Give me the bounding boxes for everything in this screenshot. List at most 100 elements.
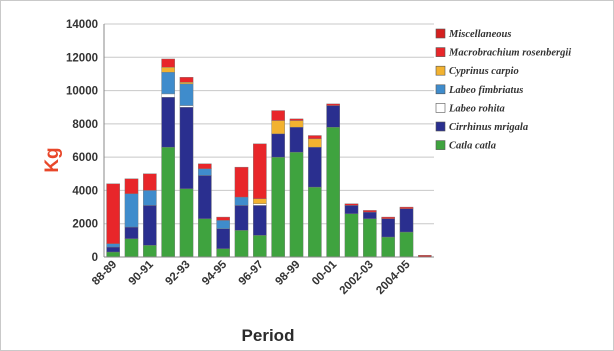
bar-segment-cirrhinus-mrigala bbox=[161, 97, 175, 148]
bar-segment-labeo-rohita bbox=[253, 203, 267, 206]
bar-segment-catla-catla bbox=[161, 146, 175, 258]
axes bbox=[103, 24, 434, 258]
bar-segment-macrobrachium-rosenbergii bbox=[179, 77, 194, 83]
legend-swatch bbox=[435, 47, 446, 57]
bar-segment-labeo-fimbriatus bbox=[234, 196, 249, 206]
bar-segment-macrobrachium-rosenbergii bbox=[344, 203, 359, 206]
bar-segment-catla-catla bbox=[198, 218, 212, 258]
bar-segment-macrobrachium-rosenbergii bbox=[161, 58, 175, 68]
x-tick-label: 00-01 bbox=[310, 258, 340, 288]
y-tick-label: 6000 bbox=[72, 152, 98, 164]
y-tick-label: 10000 bbox=[66, 86, 98, 98]
x-tick-label: 2002-03 bbox=[338, 259, 376, 297]
bar-segment-cirrhinus-mrigala bbox=[234, 205, 249, 231]
legend-label: Labeo rohita bbox=[448, 103, 505, 114]
bar-segment-labeo-fimbriatus bbox=[216, 220, 230, 229]
bar-segment-catla-catla bbox=[143, 245, 157, 258]
bar-segment-macrobrachium-rosenbergii bbox=[363, 210, 377, 213]
x-tick-labels: 88-89 90-91 92-93 94-95 96-97 98-99 00-012002-… bbox=[90, 258, 413, 297]
bar-segment-cirrhinus-mrigala bbox=[106, 246, 120, 253]
x-tick-label: 94-95 bbox=[200, 258, 230, 288]
y-tick-label: 14000 bbox=[66, 19, 98, 31]
bar-segment-catla-catla bbox=[234, 230, 249, 258]
bar-segment-catla-catla bbox=[124, 238, 139, 258]
bar-segment-cirrhinus-mrigala bbox=[179, 107, 194, 189]
grid-lines bbox=[104, 23, 434, 225]
bar-segment-labeo-rohita bbox=[161, 93, 175, 98]
bar-segment-macrobrachium-rosenbergii bbox=[234, 166, 249, 198]
bar-segment-labeo-fimbriatus bbox=[124, 193, 139, 228]
bar-segment-macrobrachium-rosenbergii bbox=[216, 216, 230, 221]
bar-segment-cyprinus-carpio bbox=[289, 120, 304, 128]
y-tick-labels: 0 2000 4000 6000 8000 10000 12000 14000 bbox=[66, 19, 98, 264]
bar-stacks bbox=[106, 58, 432, 258]
bar-segment-macrobrachium-rosenbergii bbox=[326, 103, 340, 106]
legend-label: Cyprinus carpio bbox=[449, 66, 519, 77]
x-tick-label: 2004-05 bbox=[374, 258, 413, 297]
y-tick-label: 4000 bbox=[72, 185, 98, 197]
bar-segment-catla-catla bbox=[216, 248, 230, 258]
bar-segment-macrobrachium-rosenbergii bbox=[289, 118, 304, 121]
bar-segment-cyprinus-carpio bbox=[308, 138, 322, 148]
legend-label: Miscellaneous bbox=[448, 29, 511, 40]
x-tick-label: 90-91 bbox=[127, 258, 157, 288]
bar-segment-cyprinus-carpio bbox=[253, 198, 267, 204]
bar-segment-catla-catla bbox=[253, 235, 267, 258]
bar-segment-macrobrachium-rosenbergii bbox=[143, 173, 157, 191]
bar-segment-cyprinus-carpio bbox=[179, 82, 194, 85]
bar-segment-macrobrachium-rosenbergii bbox=[124, 178, 139, 194]
bar-segment-catla-catla bbox=[179, 188, 194, 258]
bar-segment-labeo-rohita bbox=[179, 105, 194, 108]
x-tick-label: 92-93 bbox=[163, 259, 192, 288]
bar-segment-catla-catla bbox=[344, 213, 359, 258]
y-tick-label: 0 bbox=[92, 252, 98, 264]
bar-segment-macrobrachium-rosenbergii bbox=[381, 216, 395, 219]
bar-segment-cirrhinus-mrigala bbox=[253, 205, 267, 236]
bar-segment-macrobrachium-rosenbergii bbox=[198, 163, 212, 169]
bar-segment-catla-catla bbox=[106, 251, 120, 258]
y-tick-label: 8000 bbox=[72, 119, 98, 131]
bar-segment-macrobrachium-rosenbergii bbox=[106, 183, 120, 244]
y-tick-label: 2000 bbox=[72, 219, 98, 231]
x-tick-label: 96-97 bbox=[237, 259, 266, 288]
bar-segment-macrobrachium-rosenbergii bbox=[308, 135, 322, 140]
bar-segment-catla-catla bbox=[271, 156, 285, 258]
bar-segment-cirrhinus-mrigala bbox=[124, 226, 139, 239]
bar-segment-cirrhinus-mrigala bbox=[381, 218, 395, 238]
bar-segment-cirrhinus-mrigala bbox=[271, 133, 285, 158]
bar-segment-cirrhinus-mrigala bbox=[143, 205, 157, 246]
bar-segment-labeo-fimbriatus bbox=[106, 243, 120, 248]
legend-label: Labeo fimbriatus bbox=[448, 85, 523, 96]
x-axis-label: Period bbox=[242, 326, 295, 345]
y-axis-label: Kg bbox=[42, 147, 63, 172]
bar-segment-cirrhinus-mrigala bbox=[289, 126, 304, 153]
bar-segment-macrobrachium-rosenbergii bbox=[253, 143, 267, 199]
legend: Miscellaneous Macrobrachium rosenbergii Cy… bbox=[435, 28, 571, 152]
bar-segment-catla-catla bbox=[308, 186, 322, 258]
bar-segment-cirrhinus-mrigala bbox=[363, 211, 377, 219]
bar-segment-catla-catla bbox=[381, 236, 395, 258]
bar-segment-labeo-fimbriatus bbox=[198, 168, 212, 176]
bar-segment-cyprinus-carpio bbox=[271, 120, 285, 135]
bar-segment-catla-catla bbox=[326, 126, 340, 258]
legend-swatch bbox=[435, 103, 446, 113]
legend-swatch bbox=[435, 84, 446, 95]
legend-swatch bbox=[435, 28, 446, 39]
legend-label: Cirrhinus mrigala bbox=[449, 122, 528, 133]
bar-segment-cyprinus-carpio bbox=[161, 67, 175, 73]
x-tick-label: 98-99 bbox=[273, 259, 302, 288]
bar-segment-catla-catla bbox=[399, 231, 414, 258]
bar-segment-macrobrachium-rosenbergii bbox=[399, 206, 414, 209]
bar-segment-labeo-fimbriatus bbox=[161, 72, 175, 95]
legend-label: Macrobrachium rosenbergii bbox=[448, 48, 571, 59]
bar-segment-labeo-fimbriatus bbox=[143, 190, 157, 206]
legend-swatch bbox=[435, 140, 446, 150]
bar-segment-cirrhinus-mrigala bbox=[399, 208, 414, 233]
bar-segment-cirrhinus-mrigala bbox=[326, 105, 340, 128]
legend-label: Catla catla bbox=[449, 141, 496, 152]
legend-swatch bbox=[435, 121, 446, 132]
bar-segment-labeo-fimbriatus bbox=[179, 83, 194, 106]
bar-segment-catla-catla bbox=[363, 218, 377, 258]
bar-segment-cirrhinus-mrigala bbox=[308, 146, 322, 188]
